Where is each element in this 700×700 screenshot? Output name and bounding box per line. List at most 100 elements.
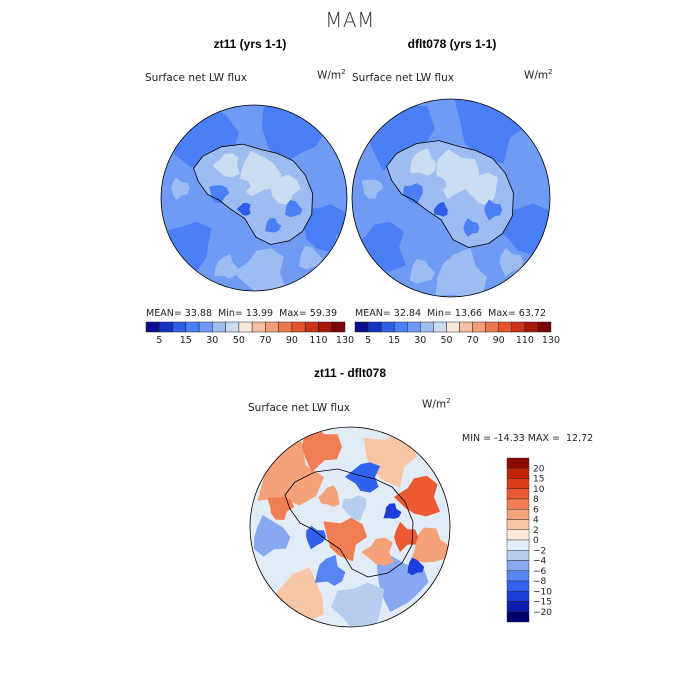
colorbar-cell — [459, 321, 473, 333]
colorbar-cell — [433, 321, 447, 333]
diff-patch — [323, 517, 368, 562]
colorbar-cell — [318, 321, 332, 333]
diff-patch — [318, 485, 340, 507]
panel2-min-label: Min= — [427, 308, 452, 319]
colorbar-cell — [506, 519, 530, 530]
colorbar-cell — [506, 468, 530, 479]
diff-patch — [306, 525, 327, 550]
panel3-colorbar-tick: 20 — [533, 464, 545, 474]
colorbar-cell — [354, 321, 369, 333]
panel1-colorbar-tick: 70 — [259, 335, 271, 346]
colorbar-cell — [506, 601, 530, 612]
panel3-colorbar-tick: 8 — [533, 495, 539, 505]
colorbar-cell — [506, 539, 530, 551]
panel3-map — [249, 426, 451, 628]
field-patch — [299, 245, 323, 270]
colorbar-cell — [446, 321, 460, 333]
map-boundary — [249, 426, 451, 628]
panel1-colorbar-tick: 5 — [156, 335, 162, 346]
panel1-min-label: Min= — [218, 308, 243, 319]
panel1-colorbar-tick: 50 — [233, 335, 245, 346]
field-patch — [171, 177, 190, 201]
panel2-stats: MEAN= 32.84 Min= 13.66 Max= 63.72 — [355, 308, 546, 319]
continent-patch — [265, 218, 282, 233]
field-patch — [361, 179, 384, 199]
colorbar-cell — [506, 529, 530, 541]
colorbar-cell — [291, 321, 306, 333]
coastline — [386, 140, 514, 248]
panel1-colorbar: 5 15 30 50 70 90 110 130 — [145, 321, 354, 346]
panel3-stats: MIN = -14.33 MAX = 12.72 — [462, 433, 594, 444]
panel1-units: W/m2 — [317, 68, 346, 82]
diff-patch — [383, 503, 402, 519]
panel2-map — [351, 98, 551, 298]
colorbar-cell — [185, 321, 200, 333]
continent-patch — [426, 176, 447, 198]
diff-patch — [361, 537, 394, 566]
panel1-colorbar-tick: 30 — [206, 335, 218, 346]
field-patch — [233, 248, 287, 291]
panel3-colorbar-tick: −2 — [533, 546, 546, 556]
colorbar-cell — [506, 611, 530, 623]
continent-patch — [464, 172, 498, 206]
colorbar-cell — [506, 478, 530, 489]
panel2-colorbar-tick: 110 — [516, 335, 534, 346]
panel1-units-base: W/m — [317, 69, 342, 82]
panel2-colorbar-tick: 15 — [388, 335, 400, 346]
panel2-title: dflt078 (yrs 1-1) — [407, 37, 497, 51]
field-patch — [161, 221, 212, 271]
continent-patch — [209, 185, 230, 204]
colorbar-cell — [420, 321, 434, 333]
panel1-stats: MEAN= 33.88 Min= 13.99 Max= 59.39 — [146, 308, 337, 319]
diff-patch — [345, 462, 381, 493]
panel3-colorbar-tick: −10 — [533, 587, 552, 597]
colorbar-cell — [331, 321, 346, 333]
panel2-units-exp: 2 — [548, 68, 553, 76]
colorbar-cell — [198, 321, 213, 333]
panel3-units: W/m2 — [422, 397, 451, 411]
panel1-colorbar-tick: 110 — [309, 335, 327, 346]
panel3-variable-label: Surface net LW flux — [248, 402, 350, 414]
colorbar-cell — [238, 321, 253, 333]
continent-patch — [433, 201, 448, 217]
continent-patch — [268, 174, 301, 206]
panel2-units: W/m2 — [524, 68, 553, 82]
colorbar-cell — [225, 321, 240, 333]
panel3-colorbar-tick: −8 — [533, 577, 547, 587]
colorbar-cell — [506, 580, 530, 592]
panel1-mean-value: 33.88 — [184, 308, 212, 319]
panel3-colorbar-tick: 6 — [533, 505, 539, 515]
panel2-max-value: 63.72 — [518, 308, 546, 319]
field-patch — [214, 254, 238, 279]
panel1-max-label: Max= — [279, 308, 307, 319]
continent-patch — [410, 148, 437, 176]
panel3-title: zt11 - dflt078 — [313, 366, 387, 380]
continent-patch — [403, 183, 423, 205]
continent-patch — [236, 202, 251, 216]
colorbar-cell — [506, 550, 530, 561]
continent-patch — [463, 218, 480, 237]
colorbar-cell — [506, 570, 530, 582]
colorbar-cell — [485, 321, 499, 333]
colorbar-cell — [506, 509, 530, 520]
colorbar-cell — [506, 591, 530, 602]
panel3-colorbar-tick: 2 — [533, 526, 539, 536]
continent-patch — [212, 153, 240, 178]
diff-patch — [407, 557, 425, 576]
colorbar-cell — [145, 321, 160, 333]
field-patch — [435, 247, 487, 297]
panel2-variable-label: Surface net LW flux — [352, 72, 454, 84]
diff-patch — [411, 527, 450, 563]
colorbar-cell — [278, 321, 293, 333]
field-patch — [299, 204, 347, 253]
panel3-colorbar-tick: 15 — [533, 475, 544, 485]
coastline — [193, 143, 314, 245]
panel1-mean-label: MEAN= — [146, 308, 182, 319]
panel2-max-label: Max= — [488, 308, 516, 319]
colorbar-cell — [393, 321, 408, 333]
panel1-units-exp: 2 — [341, 68, 346, 76]
panel2-field — [352, 99, 550, 297]
panel3-colorbar-tick: −15 — [533, 598, 552, 608]
panel1-colorbar-tick: 90 — [286, 335, 298, 346]
